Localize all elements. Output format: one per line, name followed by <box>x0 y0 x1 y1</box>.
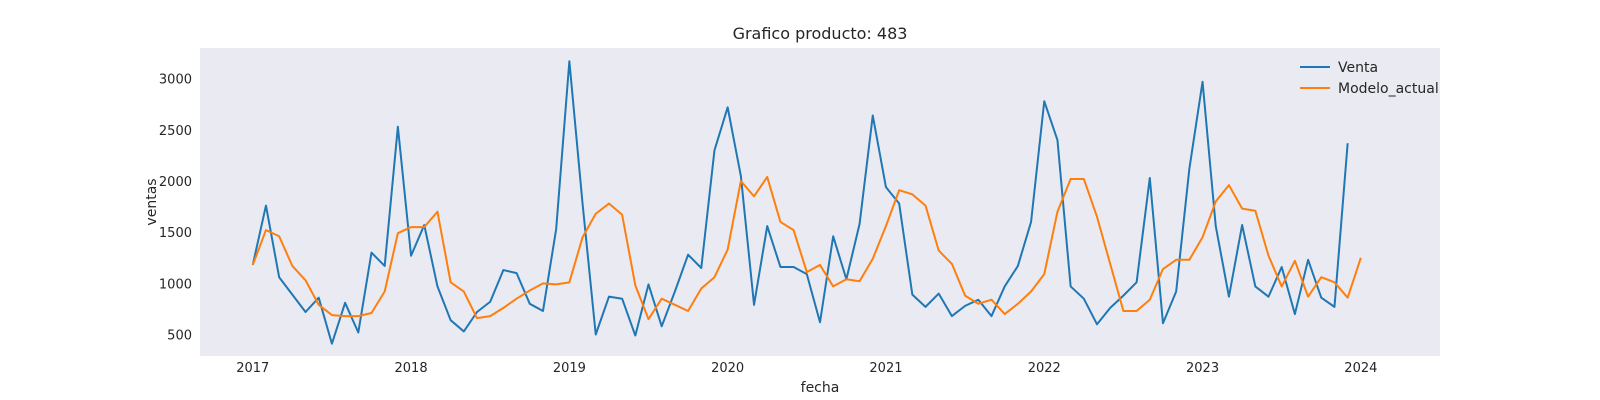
series-lines <box>251 60 1362 345</box>
y-tick-label: 1000 <box>159 277 192 292</box>
legend-label-modelo-actual: Modelo_actual <box>1338 81 1439 97</box>
legend-label-venta: Venta <box>1338 60 1378 76</box>
chart-title: Grafico producto: 483 <box>733 24 908 43</box>
x-tick-label: 2023 <box>1186 361 1219 376</box>
y-tick-label: 2500 <box>159 124 192 139</box>
y-tick-label: 500 <box>167 329 192 344</box>
y-axis-label: ventas <box>144 178 160 225</box>
x-tick-label: 2024 <box>1344 361 1377 376</box>
x-tick-label: 2019 <box>553 361 586 376</box>
x-tick-label: 2022 <box>1028 361 1061 376</box>
x-tick-label: 2017 <box>236 361 269 376</box>
y-tick-label: 1500 <box>159 226 192 241</box>
x-tick-label: 2020 <box>711 361 744 376</box>
legend: Venta Modelo_actual <box>1300 60 1439 97</box>
y-tick-label: 3000 <box>159 73 192 88</box>
series-line-modelo-actual <box>251 175 1362 321</box>
x-axis: 2017 2018 2019 2020 2021 2022 2023 2024 <box>236 361 1377 376</box>
x-tick-label: 2021 <box>869 361 902 376</box>
y-axis: 500 1000 1500 2000 2500 3000 <box>159 73 192 344</box>
x-tick-label: 2018 <box>395 361 428 376</box>
y-tick-label: 2000 <box>159 175 192 190</box>
x-axis-label: fecha <box>801 380 840 396</box>
plot-background <box>200 48 1440 356</box>
series-line-venta <box>251 60 1349 345</box>
